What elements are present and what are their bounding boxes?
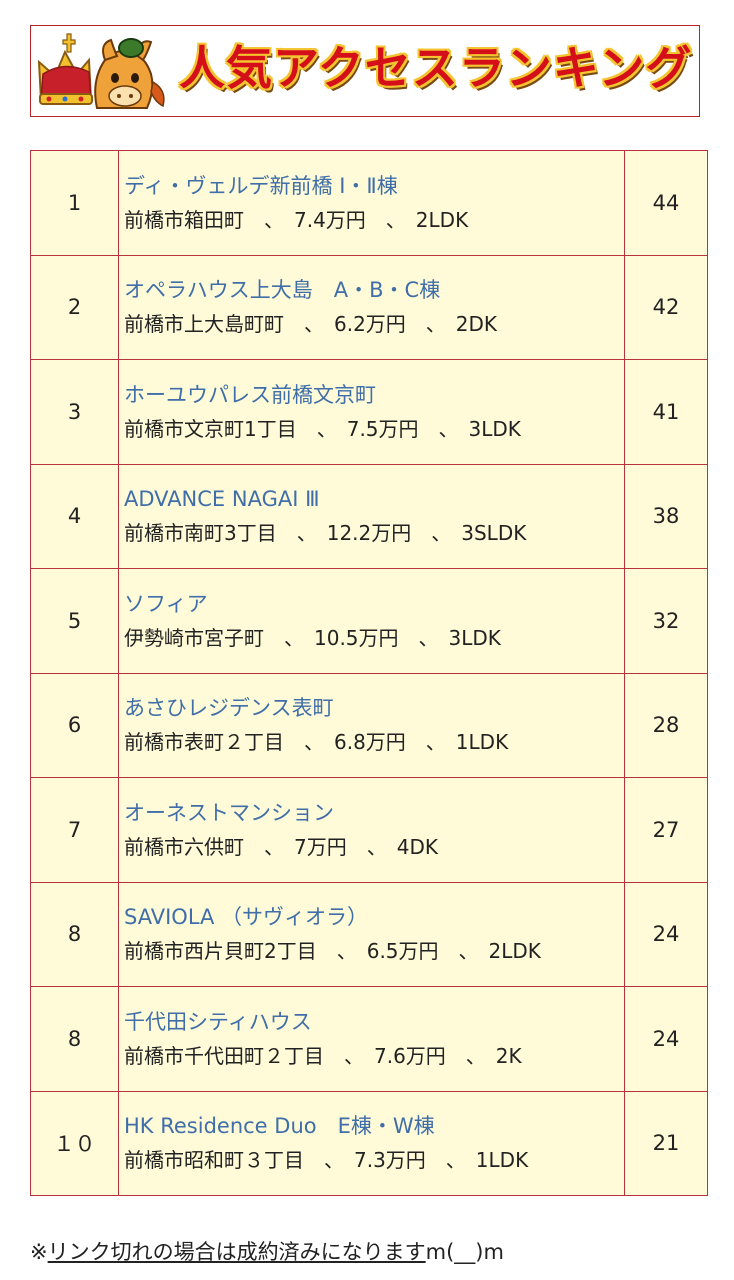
property-detail: 前橋市表町２丁目 、 6.8万円 、 1LDK: [124, 730, 509, 755]
property-info: オーネストマンション前橋市六供町 、 7万円 、 4DK: [118, 777, 625, 883]
property-link[interactable]: オペラハウス上大島 A・B・C棟: [124, 278, 441, 303]
ranking-row: 5 ソフィア 伊勢崎市宮子町 、 10.5万円 、 3LDK 32: [30, 568, 708, 674]
property-link[interactable]: HK Residence Duo E棟・W棟: [124, 1114, 435, 1139]
property-detail: 伊勢崎市宮子町 、 10.5万円 、 3LDK: [124, 625, 501, 650]
property-info: ソフィア伊勢崎市宮子町 、 10.5万円 、 3LDK: [118, 568, 625, 674]
rank-number: 1: [30, 150, 119, 256]
rank-number: 7: [30, 777, 119, 883]
access-count: 28: [624, 672, 708, 778]
property-detail: 前橋市箱田町 、 7.4万円 、 2LDK: [124, 207, 469, 232]
access-count: 38: [624, 463, 708, 569]
property-info: ディ・ヴェルデ新前橋 Ⅰ・Ⅱ棟前橋市箱田町 、 7.4万円 、 2LDK: [118, 150, 625, 256]
property-info: あさひレジデンス表町前橋市表町２丁目 、 6.8万円 、 1LDK: [118, 672, 625, 778]
property-info: SAVIOLA （サヴィオラ） 前橋市西片貝町2丁目 、 6.5万円 、 2LDK: [118, 881, 625, 987]
rank-number: 4: [30, 463, 119, 569]
property-detail: 前橋市文京町1丁目 、 7.5万円 、 3LDK: [124, 416, 521, 441]
access-count: 24: [624, 881, 708, 987]
ranking-row: 3 ホーユウパレス前橋文京町 前橋市文京町1丁目 、 7.5万円 、 3LDK 41: [30, 359, 708, 465]
rank-number: 8: [30, 986, 119, 1092]
ranking-row: １０ HK Residence Duo E棟・W棟前橋市昭和町３丁目 、 7.3万…: [30, 1090, 708, 1196]
property-link[interactable]: 千代田シティハウス: [124, 1009, 312, 1034]
access-count: 44: [624, 150, 708, 256]
property-info: オペラハウス上大島 A・B・C棟前橋市上大島町町 、 6.2万円 、 2DK: [118, 254, 625, 360]
property-link[interactable]: SAVIOLA （サヴィオラ）: [124, 905, 369, 930]
access-count: 24: [624, 986, 708, 1092]
rank-number: 3: [30, 359, 119, 465]
property-link[interactable]: ソフィア: [124, 591, 208, 616]
footer-note: ※リンク切れの場合は成約済みになりますm(__)m: [30, 1236, 504, 1266]
ranking-row: 4 ADVANCE NAGAI Ⅲ 前橋市南町3丁目 、 12.2万円 、 3SLD…: [30, 463, 708, 569]
property-link[interactable]: ディ・ヴェルデ新前橋 Ⅰ・Ⅱ棟: [124, 173, 398, 198]
property-detail: 前橋市六供町 、 7万円 、 4DK: [124, 834, 438, 859]
ranking-row: 6 あさひレジデンス表町 前橋市表町２丁目 、 6.8万円 、 1LDK 28: [30, 672, 708, 778]
property-link[interactable]: オーネストマンション: [124, 800, 334, 825]
ranking-table: 1 ディ・ヴェルデ新前橋 Ⅰ・Ⅱ棟 前橋市箱田町 、 7.4万円 、 2LDK 44 2…: [30, 150, 708, 1196]
banner-title: 人気アクセスランキング: [179, 41, 693, 95]
ranking-row: 7 オーネストマンション 前橋市六供町 、 7万円 、 4DK 27: [30, 777, 708, 883]
rank-number: １０: [30, 1090, 119, 1196]
footer-emoticon: m(__)m: [425, 1240, 504, 1264]
rank-number: 5: [30, 568, 119, 674]
property-detail: 前橋市千代田町２丁目 、 7.6万円 、 2K: [124, 1043, 522, 1068]
rank-number: 8: [30, 881, 119, 987]
ranking-banner: 人気アクセスランキング: [30, 25, 700, 117]
property-detail: 前橋市昭和町３丁目 、 7.3万円 、 1LDK: [124, 1148, 529, 1173]
access-count: 21: [624, 1090, 708, 1196]
property-link[interactable]: ADVANCE NAGAI Ⅲ: [124, 487, 320, 512]
access-count: 41: [624, 359, 708, 465]
property-link[interactable]: ホーユウパレス前橋文京町: [124, 382, 376, 407]
property-info: 千代田シティハウス前橋市千代田町２丁目 、 7.6万円 、 2K: [118, 986, 625, 1092]
rank-number: 6: [30, 672, 119, 778]
access-count: 32: [624, 568, 708, 674]
property-info: HK Residence Duo E棟・W棟前橋市昭和町３丁目 、 7.3万円 …: [118, 1090, 625, 1196]
ranking-row: 8 SAVIOLA （サヴィオラ） 前橋市西片貝町2丁目 、 6.5万円 、 2LD…: [30, 881, 708, 987]
footer-prefix: ※: [30, 1240, 48, 1264]
access-count: 27: [624, 777, 708, 883]
property-detail: 前橋市南町3丁目 、 12.2万円 、 3SLDK: [124, 521, 527, 546]
ranking-row: 1 ディ・ヴェルデ新前橋 Ⅰ・Ⅱ棟 前橋市箱田町 、 7.4万円 、 2LDK 44: [30, 150, 708, 256]
crown-mascot-icon: [37, 33, 165, 109]
rank-number: 2: [30, 254, 119, 360]
property-info: ADVANCE NAGAI Ⅲ 前橋市南町3丁目 、 12.2万円 、 3SLDK: [118, 463, 625, 569]
ranking-row: 8 千代田シティハウス 前橋市千代田町２丁目 、 7.6万円 、 2K 24: [30, 986, 708, 1092]
access-count: 42: [624, 254, 708, 360]
property-detail: 前橋市上大島町町 、 6.2万円 、 2DK: [124, 312, 498, 337]
property-info: ホーユウパレス前橋文京町前橋市文京町1丁目 、 7.5万円 、 3LDK: [118, 359, 625, 465]
ranking-row: 2 オペラハウス上大島 A・B・C棟 前橋市上大島町町 、 6.2万円 、 2DK 4…: [30, 254, 708, 360]
property-detail: 前橋市西片貝町2丁目 、 6.5万円 、 2LDK: [124, 939, 541, 964]
property-link[interactable]: あさひレジデンス表町: [124, 696, 334, 721]
footer-underlined-text: リンク切れの場合は成約済みになります: [47, 1240, 426, 1264]
